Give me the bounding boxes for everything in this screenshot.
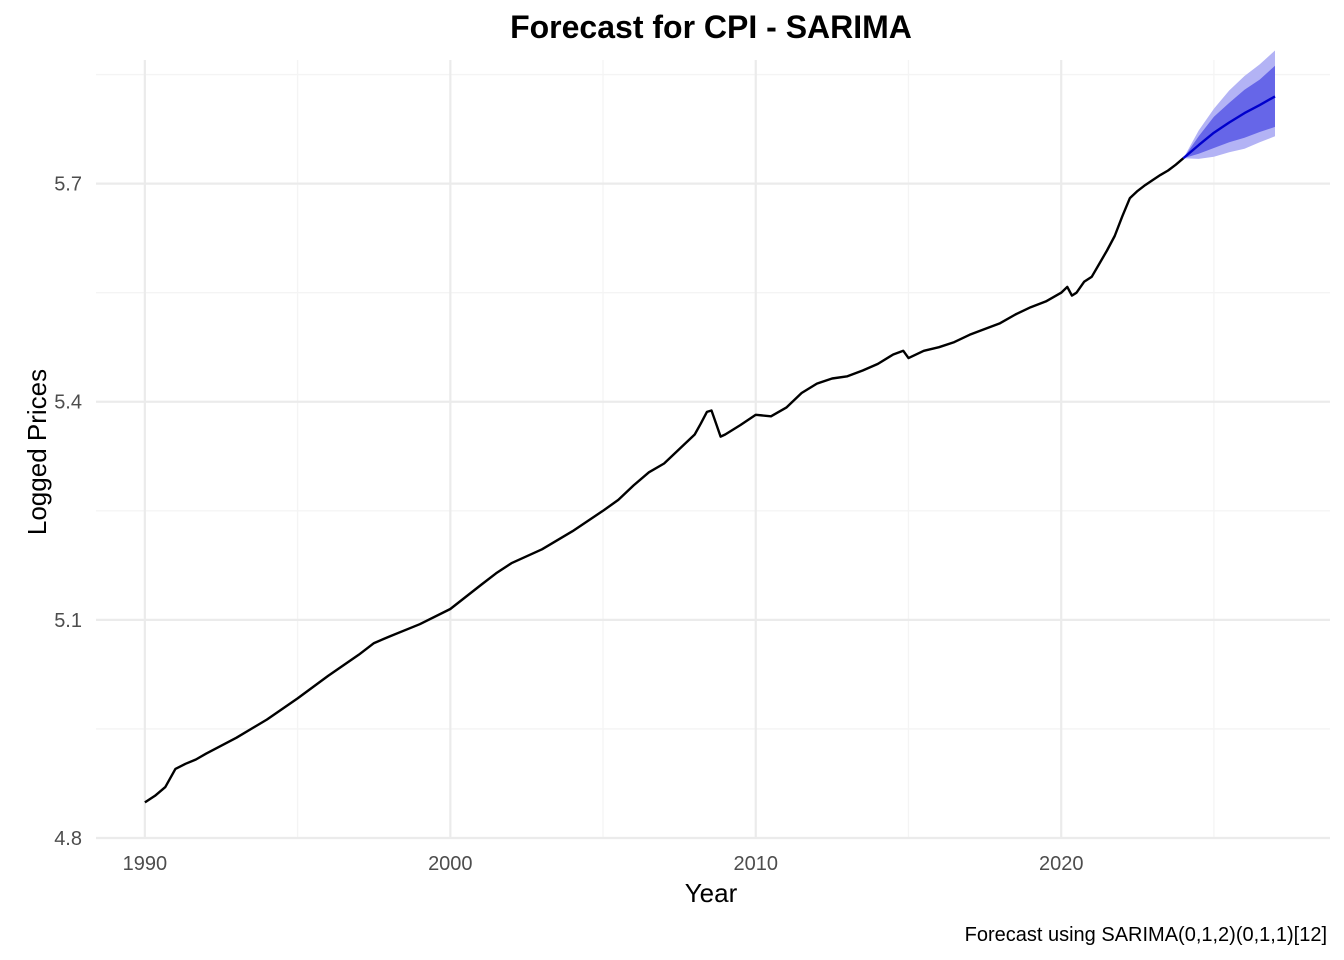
forecast-line bbox=[1182, 95, 1276, 160]
chart-title: Forecast for CPI - SARIMA bbox=[510, 9, 912, 45]
history-line bbox=[144, 157, 1185, 804]
y-tick-label: 5.1 bbox=[54, 610, 82, 632]
y-tick-label: 5.4 bbox=[54, 392, 82, 414]
series-lines bbox=[144, 95, 1276, 804]
y-tick-label: 5.7 bbox=[54, 174, 82, 196]
y-axis-title: Logged Prices bbox=[22, 369, 52, 535]
x-tick-label: 2010 bbox=[734, 853, 779, 875]
forecast-80-interval bbox=[1183, 65, 1275, 159]
x-tick-label: 1990 bbox=[123, 853, 168, 875]
forecast-intervals bbox=[1183, 50, 1275, 159]
chart-caption: Forecast using SARIMA(0,1,2)(0,1,1)[12] bbox=[965, 924, 1327, 946]
x-axis-title: Year bbox=[685, 878, 738, 908]
tick-labels: 1990 2000 2010 2020 4.8 5.1 5.4 5.7 bbox=[54, 174, 1083, 875]
y-tick-label: 4.8 bbox=[54, 828, 82, 850]
x-tick-label: 2020 bbox=[1039, 853, 1084, 875]
x-tick-label: 2000 bbox=[428, 853, 473, 875]
grid-lines bbox=[96, 60, 1330, 840]
